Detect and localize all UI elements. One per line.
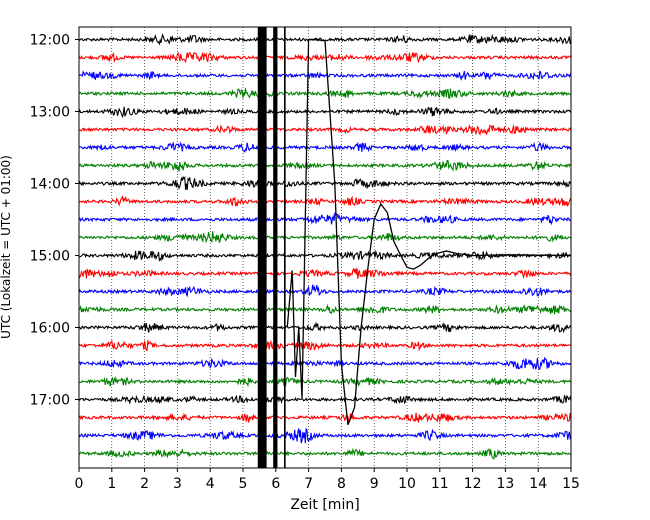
x-tick-label: 7 (304, 476, 313, 492)
x-tick-label: 3 (173, 476, 182, 492)
event-waveform (286, 38, 571, 426)
saturated-band (257, 27, 267, 468)
trace-line (79, 447, 571, 460)
saturated-band (284, 27, 286, 468)
x-tick-label: 4 (206, 476, 215, 492)
saturated-band (273, 27, 278, 468)
y-tick-label: 13:00 (30, 105, 70, 121)
x-tick-label: 12 (464, 476, 482, 492)
x-tick-label: 0 (75, 476, 84, 492)
trace-line (79, 70, 571, 81)
trace-line (79, 141, 571, 153)
y-tick-label: 16:00 (30, 321, 70, 337)
x-tick-label: 14 (529, 476, 547, 492)
trace-line (79, 267, 571, 280)
trace-line (79, 249, 571, 263)
trace-line (79, 175, 571, 191)
saturated-bands (257, 27, 286, 468)
trace-line (79, 339, 571, 352)
trace-line (79, 375, 571, 388)
y-axis-label: UTC (Lokalzeit = UTC + 01:00) (0, 155, 13, 339)
x-tick-label: 13 (496, 476, 514, 492)
helicorder-traces (79, 33, 571, 460)
trace-line (79, 106, 571, 119)
trace-line (79, 284, 571, 298)
trace-line (79, 356, 571, 370)
x-tick-label: 8 (337, 476, 346, 492)
y-tick-label: 14:00 (30, 177, 70, 193)
trace-line (79, 303, 571, 315)
y-tick-label: 15:00 (30, 249, 70, 265)
x-axis-label: Zeit [min] (290, 497, 359, 513)
event-trace-line (286, 38, 571, 426)
trace-line (79, 51, 571, 64)
trace-line (79, 428, 571, 444)
y-tick-label: 17:00 (30, 393, 70, 409)
y-tick-label: 12:00 (30, 33, 70, 49)
x-tick-label: 11 (431, 476, 449, 492)
trace-line (79, 394, 571, 405)
x-tick-label: 5 (239, 476, 248, 492)
trace-line (79, 321, 571, 334)
trace-line (79, 194, 571, 208)
x-tick-label: 2 (140, 476, 149, 492)
trace-line (79, 124, 571, 137)
x-tick-label: 6 (271, 476, 280, 492)
trace-line (79, 159, 571, 172)
x-tick-label: 1 (107, 476, 116, 492)
trace-line (79, 231, 571, 244)
x-tick-label: 9 (370, 476, 379, 492)
x-tick-label: 15 (562, 476, 580, 492)
trace-line (79, 412, 571, 423)
trace-line (79, 212, 571, 226)
x-axis: 0 1 2 3 4 5 6 7 8 9 10 11 12 13 14 15 (75, 468, 580, 492)
trace-line (79, 88, 571, 100)
plot-frame (78, 26, 572, 469)
x-tick-label: 10 (398, 476, 416, 492)
y-axis: 12:00 13:00 14:00 15:00 16:00 17:00 (30, 33, 79, 409)
